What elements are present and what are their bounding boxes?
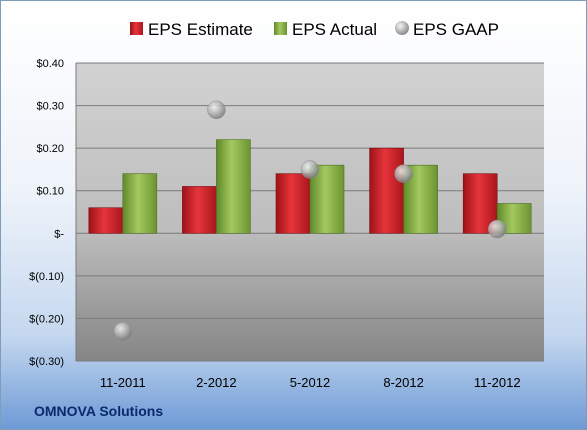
legend-eps-gaap-swatch bbox=[395, 21, 409, 35]
x-category-label: 2-2012 bbox=[196, 375, 236, 390]
y-tick-label: $(0.10) bbox=[29, 271, 64, 283]
plot-area-negative bbox=[76, 233, 544, 361]
x-category-label: 11-2011 bbox=[100, 375, 146, 390]
bar-eps-estimate bbox=[275, 173, 311, 234]
point-eps-gaap bbox=[113, 321, 133, 341]
bar-eps-estimate bbox=[88, 207, 124, 234]
legend-eps-estimate-swatch bbox=[130, 22, 143, 35]
y-tick-label: $(0.20) bbox=[29, 313, 64, 325]
point-eps-gaap bbox=[207, 100, 226, 120]
bar-eps-actual bbox=[122, 173, 158, 234]
company-name: OMNOVA Solutions bbox=[34, 403, 164, 419]
legend-eps-actual-label: EPS Actual bbox=[292, 20, 377, 39]
x-category-label: 8-2012 bbox=[383, 375, 423, 390]
y-tick-label: $(0.30) bbox=[29, 356, 64, 368]
y-tick-label: $0.10 bbox=[36, 186, 64, 198]
point-eps-gaap bbox=[394, 164, 413, 183]
bar-eps-estimate bbox=[369, 147, 404, 234]
legend-eps-estimate-label: EPS Estimate bbox=[148, 20, 253, 39]
legend-eps-actual-swatch bbox=[274, 22, 287, 35]
y-tick-label: $0.30 bbox=[36, 101, 64, 113]
point-eps-gaap bbox=[487, 219, 507, 239]
y-tick-label: $0.40 bbox=[36, 58, 64, 70]
x-category-label: 11-2012 bbox=[474, 375, 521, 390]
x-category-label: 5-2012 bbox=[290, 375, 330, 390]
y-tick-label: $0.20 bbox=[36, 143, 64, 155]
bar-eps-actual bbox=[216, 139, 251, 234]
bar-eps-estimate bbox=[182, 186, 217, 234]
point-eps-gaap bbox=[300, 160, 320, 179]
y-tick-label: $- bbox=[54, 228, 64, 240]
legend-eps-gaap-label: EPS GAAP bbox=[413, 20, 499, 39]
